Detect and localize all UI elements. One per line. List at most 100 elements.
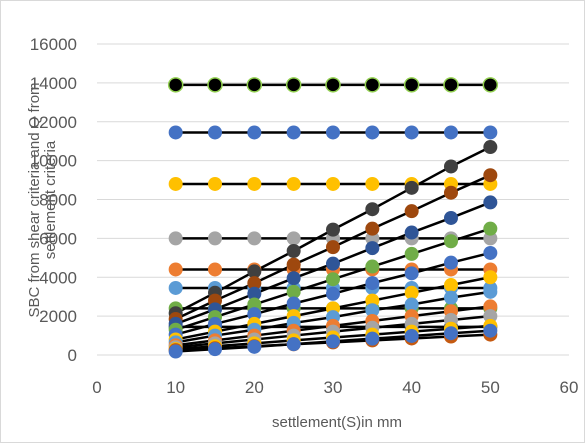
data-point-series-4 <box>483 231 498 246</box>
data-point-series-4 <box>208 231 222 246</box>
data-point-series-10 <box>247 276 262 291</box>
data-point-series-12 <box>326 272 340 287</box>
data-point-series-2 <box>365 125 380 140</box>
data-point-series-20 <box>326 334 340 349</box>
data-point-series-10 <box>365 221 380 236</box>
x-axis-tick-labels: 0 10 20 30 40 50 60 <box>92 378 578 397</box>
y-axis-title: SBC from shear criteria and Q from settl… <box>26 82 59 317</box>
x-tick-label: 30 <box>324 378 343 397</box>
data-point-series-3 <box>168 176 183 191</box>
data-point-series-17 <box>483 309 498 324</box>
data-point-series-11 <box>483 195 498 210</box>
data-point-series-12 <box>404 246 419 261</box>
x-tick-label: 10 <box>166 378 185 397</box>
data-point-series-9 <box>365 202 380 217</box>
data-point-series-1 <box>246 77 263 93</box>
data-point-series-2 <box>404 125 419 140</box>
data-point-series-9 <box>326 222 340 237</box>
data-point-series-9 <box>404 180 419 195</box>
data-point-series-11 <box>286 271 301 286</box>
data-point-series-3 <box>365 176 380 191</box>
data-point-series-2 <box>326 125 340 140</box>
data-point-series-20 <box>444 326 458 341</box>
data-point-series-15 <box>365 303 380 318</box>
x-tick-label: 50 <box>481 378 500 397</box>
data-point-series-13 <box>483 245 498 260</box>
data-point-series-9 <box>483 140 498 155</box>
data-point-series-1 <box>207 77 223 93</box>
data-point-series-10 <box>404 204 419 219</box>
data-point-series-15 <box>444 290 458 305</box>
data-point-series-12 <box>365 259 380 274</box>
data-point-series-12 <box>286 284 301 299</box>
y-tick-label: 0 <box>68 346 77 365</box>
data-point-series-4 <box>168 231 183 246</box>
data-point-series-11 <box>404 225 419 240</box>
data-point-series-20 <box>483 323 498 338</box>
data-point-series-1 <box>285 77 302 93</box>
y-tick-label: 6000 <box>39 229 77 248</box>
data-point-series-16 <box>483 299 498 314</box>
data-point-series-5 <box>208 262 222 277</box>
y-tick-label: 16000 <box>30 35 77 54</box>
x-tick-label: 20 <box>245 378 264 397</box>
data-point-series-5 <box>168 262 183 277</box>
y-tick-label: 2000 <box>39 307 77 326</box>
data-point-series-3 <box>208 176 222 191</box>
data-point-series-2 <box>286 125 301 140</box>
data-point-series-2 <box>483 125 498 140</box>
data-point-series-1 <box>443 77 459 93</box>
x-axis-title: settlement(S)in mm <box>272 414 402 431</box>
data-point-series-2 <box>168 125 183 140</box>
data-point-series-10 <box>483 168 498 183</box>
data-point-series-14 <box>444 278 458 293</box>
data-point-series-2 <box>208 125 222 140</box>
data-point-series-13 <box>247 307 262 322</box>
y-axis-tick-labels: 0 2000 4000 6000 8000 10000 12000 14000 16000 <box>30 35 77 365</box>
data-point-series-11 <box>326 256 340 271</box>
data-point-series-14 <box>365 293 380 308</box>
data-point-series-4 <box>247 231 262 246</box>
y-axis-title-line-1: SBC from shear criteria and Q from <box>26 82 43 317</box>
series-points <box>167 77 499 359</box>
data-point-series-6 <box>168 280 183 295</box>
y-tick-label: 14000 <box>30 74 77 93</box>
data-point-series-9 <box>247 264 262 279</box>
data-point-series-14 <box>404 285 419 300</box>
data-point-series-13 <box>444 255 458 270</box>
data-point-series-20 <box>208 342 222 357</box>
data-point-series-3 <box>286 176 301 191</box>
data-point-series-2 <box>444 125 458 140</box>
data-point-series-1 <box>167 77 184 93</box>
data-point-series-2 <box>247 125 262 140</box>
y-axis-title-line-2: settlement criteria <box>42 140 59 259</box>
y-tick-label: 10000 <box>30 152 77 171</box>
data-point-series-11 <box>247 286 262 301</box>
data-point-series-3 <box>326 176 340 191</box>
data-point-series-15 <box>404 297 419 312</box>
x-tick-label: 40 <box>402 378 421 397</box>
y-tick-label: 4000 <box>39 268 77 287</box>
data-point-series-20 <box>365 331 380 346</box>
data-point-series-10 <box>444 185 458 200</box>
data-point-series-20 <box>404 328 419 343</box>
data-point-series-20 <box>286 337 301 352</box>
data-point-series-10 <box>326 240 340 255</box>
data-point-series-13 <box>326 286 340 301</box>
data-point-series-20 <box>168 344 183 359</box>
data-point-series-11 <box>365 241 380 256</box>
data-point-series-1 <box>364 77 381 93</box>
y-tick-label: 8000 <box>39 191 77 210</box>
data-point-series-1 <box>403 77 420 93</box>
data-point-series-14 <box>483 270 498 285</box>
x-tick-label: 60 <box>560 378 579 397</box>
x-tick-label: 0 <box>92 378 101 397</box>
data-point-series-13 <box>286 296 301 311</box>
data-point-series-4 <box>365 231 380 246</box>
data-point-series-13 <box>404 266 419 281</box>
data-point-series-9 <box>286 244 301 259</box>
data-point-series-12 <box>247 297 262 312</box>
data-point-series-12 <box>444 234 458 249</box>
